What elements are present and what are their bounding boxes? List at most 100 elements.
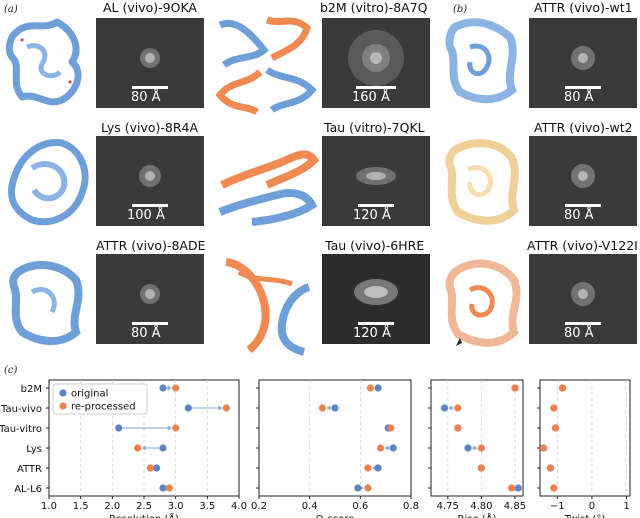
axis-label: Twist (°)	[564, 514, 606, 518]
arrow-head	[326, 405, 331, 411]
tick-label: 1	[623, 501, 629, 512]
data-point-original	[153, 464, 161, 472]
data-point-reprocessed	[551, 424, 560, 432]
title-2: b2M (vitro)-8A7Q	[320, 0, 428, 15]
data-point-reprocessed	[454, 404, 462, 412]
data-point-reprocessed	[546, 464, 554, 472]
data-point-reprocessed	[377, 444, 385, 452]
panel-label-b: (b)	[453, 4, 468, 15]
data-point-original	[374, 464, 382, 472]
tick-label: −1	[550, 501, 565, 512]
ribbon-tau-6hre	[225, 258, 311, 356]
data-point-reprocessed	[477, 444, 485, 452]
tick-label: 0.2	[251, 501, 267, 512]
panel-label-c: (c)	[4, 365, 18, 376]
arrow-head	[384, 445, 389, 451]
row-label: ATTR	[17, 464, 42, 475]
tick-label: 1.5	[73, 501, 89, 512]
axis-label: Rise (Å)	[458, 512, 497, 518]
title-9: ATTR (vivo)-V122I	[527, 238, 638, 253]
data-point-original	[389, 444, 397, 452]
arrow-head	[473, 445, 478, 451]
data-point-original	[331, 404, 339, 412]
data-point-reprocessed	[318, 404, 326, 412]
arrow-icon	[456, 338, 462, 346]
em-image-5: 120 Å	[322, 136, 430, 226]
data-point-reprocessed	[558, 384, 567, 392]
arrow-head	[141, 445, 146, 451]
chart-frame	[430, 379, 524, 497]
em-image-8: 120 Å	[322, 254, 430, 344]
data-point-reprocessed	[539, 444, 548, 452]
tick-label: 0.4	[302, 501, 318, 512]
data-point-reprocessed	[146, 464, 154, 472]
tick-label: 1.0	[41, 501, 57, 512]
legend-box	[52, 383, 148, 415]
data-point-reprocessed	[387, 424, 395, 432]
data-point-reprocessed	[477, 464, 485, 472]
data-point-reprocessed	[134, 444, 142, 452]
title-7: ATTR (vivo)-8ADE	[96, 238, 206, 253]
legend-marker	[59, 402, 67, 410]
em-image-6: 80 Å	[529, 136, 637, 226]
row-label: Tau-vitro	[0, 424, 42, 435]
chart-frame	[539, 379, 631, 497]
data-point-original	[354, 484, 362, 492]
em-image-4: 100 Å	[96, 136, 204, 226]
ribbon-attr-v122i	[445, 259, 521, 347]
data-point-reprocessed	[550, 404, 558, 412]
data-point-reprocessed	[366, 384, 375, 392]
data-point-reprocessed	[165, 484, 173, 492]
arrow-head	[449, 405, 454, 411]
tick-label: 2.0	[104, 501, 120, 512]
arrow-head	[218, 405, 223, 411]
panel-label-a: (a)	[4, 4, 18, 15]
data-point-reprocessed	[454, 424, 462, 432]
ribbon-al-9oka	[5, 18, 82, 106]
em-image-9: 80 Å	[529, 254, 637, 344]
ribbon-attr-8ade	[9, 261, 83, 345]
tick-label: 4.80	[470, 501, 492, 512]
tick-label: 4.75	[437, 501, 459, 512]
tick-label: 0.8	[403, 501, 419, 512]
em-image-2: 160 Å	[322, 18, 430, 108]
data-point-reprocessed	[507, 484, 516, 492]
data-point-reprocessed	[172, 384, 180, 392]
ribbon-lys-8r4a	[7, 139, 89, 226]
axis-label: Q-score	[316, 514, 355, 518]
ribbon-b2m-8a7q	[215, 16, 317, 116]
row-label: Lys	[26, 444, 42, 455]
tick-label: 2.5	[136, 501, 152, 512]
data-point-original	[115, 424, 123, 432]
data-point-reprocessed	[222, 404, 230, 412]
data-point-reprocessed	[172, 424, 180, 432]
em-image-1: 80 Å	[96, 18, 204, 108]
ribbon-attr-wt2	[445, 139, 519, 225]
title-1: AL (vivo)-9OKA	[103, 0, 197, 15]
tick-label: 3.5	[199, 501, 215, 512]
data-point-reprocessed	[364, 484, 372, 492]
ribbon-attr-wt1	[445, 18, 517, 104]
title-8: Tau (vivo)-6HRE	[325, 238, 425, 253]
data-point-reprocessed	[550, 484, 558, 492]
data-point-original	[440, 404, 449, 412]
data-point-original	[159, 384, 167, 392]
tick-label: 4.0	[231, 501, 247, 512]
tick-label: 0	[589, 501, 595, 512]
tick-label: 3.0	[168, 501, 184, 512]
title-3: ATTR (vivo)-wt1	[534, 0, 633, 15]
axis-label: Resolution (Å)	[109, 512, 179, 518]
data-point-reprocessed	[364, 464, 372, 472]
data-point-original	[184, 404, 192, 412]
data-point-original	[159, 444, 167, 452]
arrow-head	[167, 425, 172, 431]
em-image-7: 80 Å	[96, 254, 204, 344]
arrow-head	[167, 385, 172, 391]
title-5: Tau (vitro)-7QKL	[324, 120, 425, 135]
tick-label: 4.85	[504, 501, 526, 512]
row-label: AL-L6	[14, 484, 42, 495]
em-image-3: 80 Å	[529, 18, 637, 108]
title-6: ATTR (vivo)-wt2	[534, 120, 633, 135]
tick-label: 0.6	[352, 501, 368, 512]
